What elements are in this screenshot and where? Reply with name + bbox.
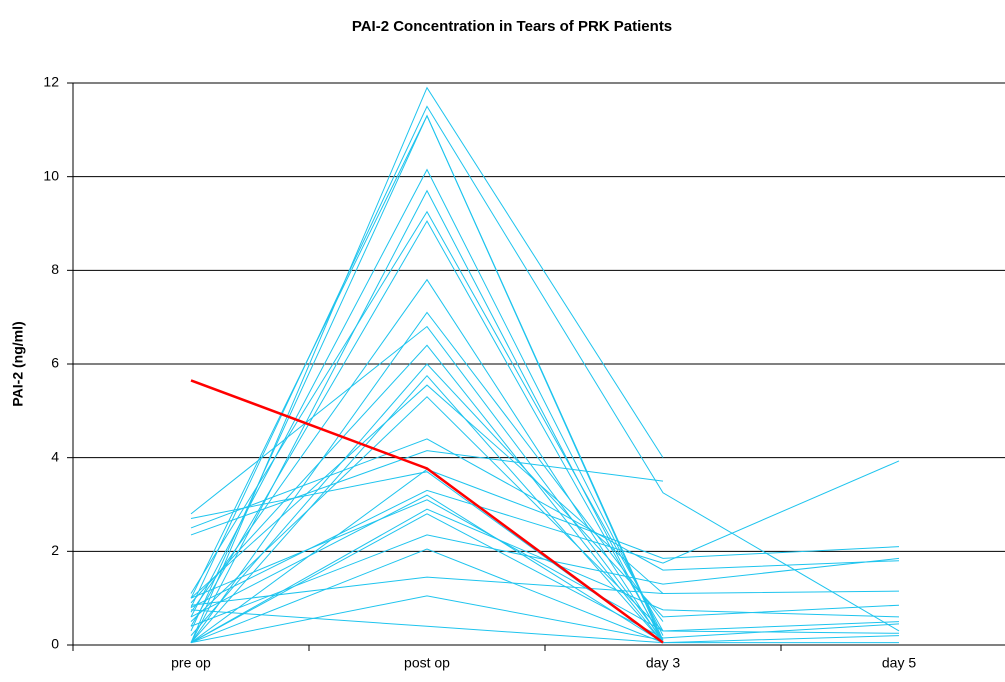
series-line bbox=[190, 450, 664, 536]
y-tick-label: 4 bbox=[51, 448, 59, 464]
series-line bbox=[190, 189, 664, 643]
y-tick-label: 0 bbox=[51, 636, 59, 652]
series-line bbox=[190, 534, 900, 627]
y-tick-label: 12 bbox=[43, 74, 59, 90]
y-tick-label: 6 bbox=[51, 355, 59, 371]
series-line bbox=[190, 609, 664, 644]
series-line bbox=[190, 513, 900, 644]
series-line bbox=[190, 86, 664, 643]
series-line bbox=[190, 595, 664, 644]
series-line bbox=[190, 344, 664, 643]
series-line bbox=[190, 311, 664, 643]
series-line bbox=[190, 278, 664, 643]
y-tick-label: 8 bbox=[51, 261, 59, 277]
series-line bbox=[190, 374, 664, 643]
series-line bbox=[190, 210, 900, 632]
series-line bbox=[190, 114, 664, 643]
series-line bbox=[190, 576, 664, 606]
y-tick-label: 10 bbox=[43, 167, 59, 183]
series-line bbox=[190, 548, 899, 644]
y-axis-label: PAI-2 (ng/ml) bbox=[10, 321, 26, 406]
series-line bbox=[190, 168, 664, 636]
x-tick-label: day 3 bbox=[646, 655, 680, 671]
series-line bbox=[190, 438, 900, 571]
series-line bbox=[190, 396, 664, 632]
y-tick-label: 2 bbox=[51, 542, 59, 558]
x-tick-label: post op bbox=[404, 655, 450, 671]
series-line bbox=[190, 384, 900, 599]
series-line bbox=[190, 379, 664, 644]
x-tick-label: day 5 bbox=[882, 655, 916, 671]
series-line bbox=[190, 494, 900, 644]
chart-title: PAI-2 Concentration in Tears of PRK Pati… bbox=[352, 18, 672, 35]
x-tick-label: pre op bbox=[171, 655, 211, 671]
series-line bbox=[190, 325, 664, 641]
series-line bbox=[190, 499, 900, 634]
series-line bbox=[190, 114, 664, 641]
series-line bbox=[190, 220, 664, 641]
series-line bbox=[190, 363, 900, 636]
series-line bbox=[190, 471, 664, 644]
